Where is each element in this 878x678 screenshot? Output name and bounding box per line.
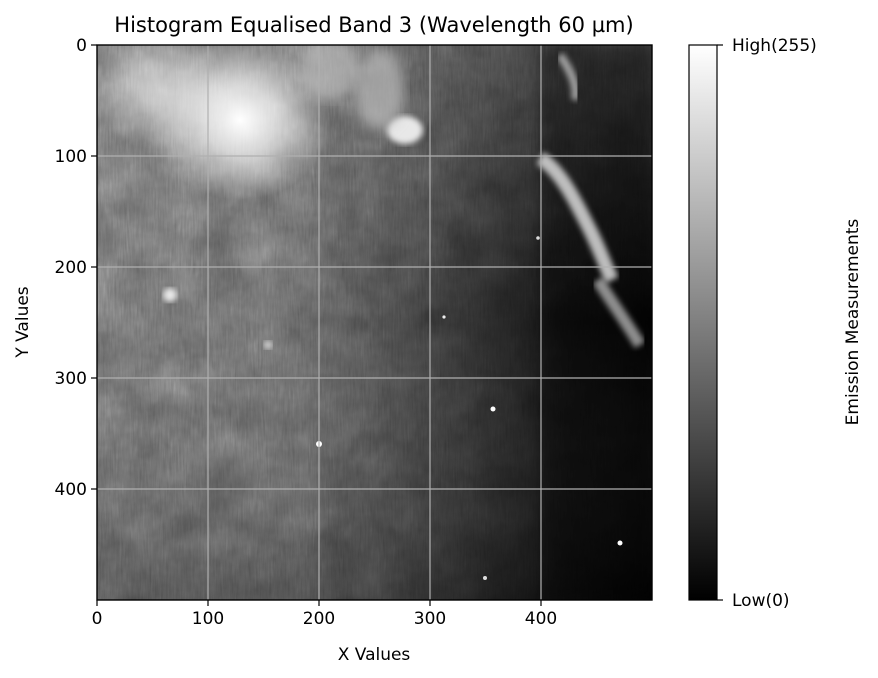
y-tick-label: 400 bbox=[55, 480, 87, 500]
chart-title: Histogram Equalised Band 3 (Wavelength 6… bbox=[114, 13, 633, 37]
colorbar bbox=[688, 44, 718, 601]
grid-lines bbox=[97, 45, 652, 600]
x-axis: 0 100 200 300 400 bbox=[92, 600, 557, 629]
x-tick-label: 100 bbox=[192, 609, 224, 629]
colorbar-label: Emission Measurements bbox=[843, 219, 863, 426]
x-tick-label: 200 bbox=[303, 609, 335, 629]
y-tick-label: 100 bbox=[55, 147, 87, 167]
y-tick-label: 300 bbox=[55, 369, 87, 389]
x-tick-label: 400 bbox=[525, 609, 557, 629]
colorbar-ticks: High(255) Low(0) bbox=[717, 36, 817, 611]
x-axis-label: X Values bbox=[338, 645, 411, 665]
y-axis: 0 100 200 300 400 bbox=[55, 36, 97, 500]
x-tick-label: 0 bbox=[92, 609, 103, 629]
colorbar-tick-label: High(255) bbox=[732, 36, 817, 56]
y-tick-label: 0 bbox=[76, 36, 87, 56]
y-tick-label: 200 bbox=[55, 258, 87, 278]
plot-frame bbox=[96, 44, 653, 601]
heatmap-image bbox=[97, 45, 652, 600]
x-tick-label: 300 bbox=[414, 609, 446, 629]
colorbar-tick-label: Low(0) bbox=[732, 591, 790, 611]
y-axis-label: Y Values bbox=[13, 286, 33, 358]
